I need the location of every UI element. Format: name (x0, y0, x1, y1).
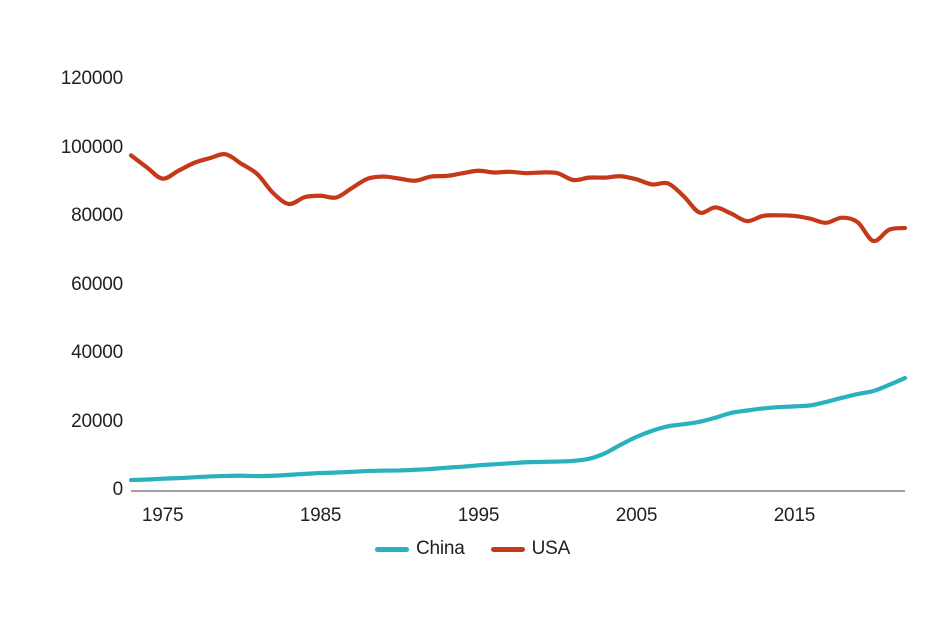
legend-item-usa[interactable]: USA (490, 538, 571, 560)
y-tick-label: 80000 (71, 205, 123, 226)
series-layer (128, 152, 908, 483)
legend-item-china[interactable]: China (374, 538, 465, 560)
x-tick-label: 1985 (299, 505, 342, 526)
chart-legend: China USA (0, 538, 945, 560)
y-tick-label: 0 (112, 479, 124, 500)
y-tick-label: 20000 (71, 410, 123, 432)
legend-label: China (415, 538, 465, 559)
x-tick-label: 1995 (457, 505, 500, 526)
x-tick-label: 2015 (773, 505, 816, 526)
y-tick-label: 120000 (60, 68, 123, 89)
y-tick-label: 100000 (60, 136, 123, 158)
series-line-china (128, 375, 908, 483)
legend-label: USA (531, 538, 571, 559)
series-line-usa (128, 152, 908, 244)
y-tick-label: 40000 (71, 342, 123, 363)
x-tick-label: 1975 (141, 505, 184, 526)
y-tick-label: 60000 (71, 273, 123, 295)
x-tick-label: 2005 (615, 505, 658, 526)
legend-color-swatch (374, 546, 409, 552)
legend-color-swatch (490, 546, 525, 552)
